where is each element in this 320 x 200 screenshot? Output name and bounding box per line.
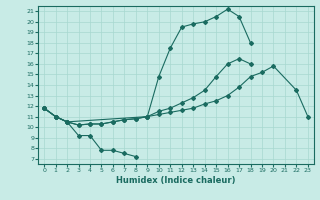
X-axis label: Humidex (Indice chaleur): Humidex (Indice chaleur) [116, 176, 236, 185]
